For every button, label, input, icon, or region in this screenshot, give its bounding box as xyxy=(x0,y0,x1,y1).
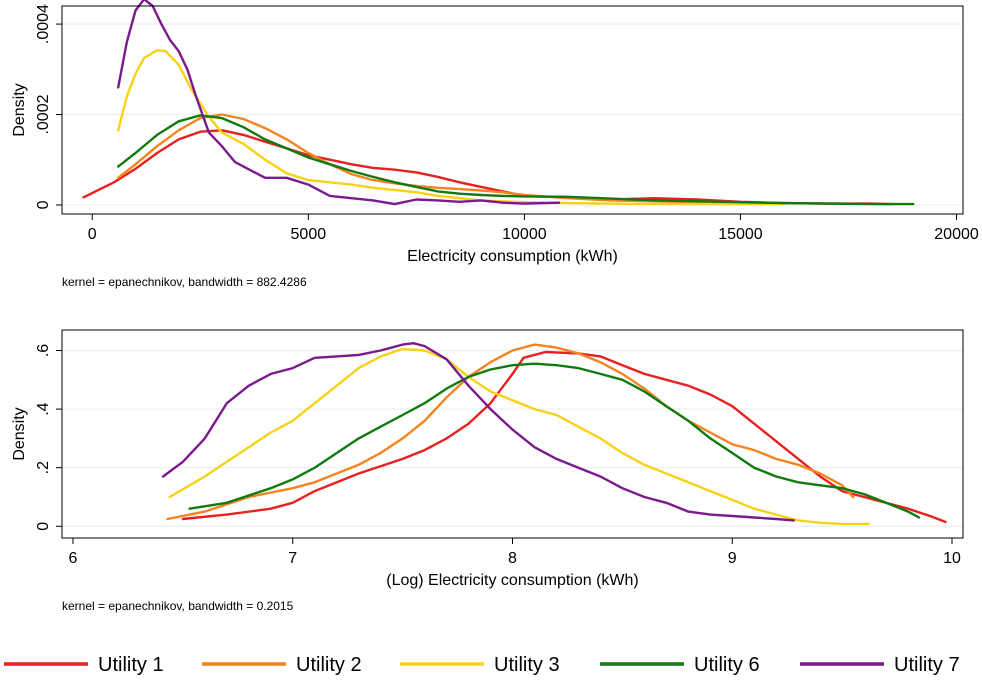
density-line-utility-6 xyxy=(188,362,921,519)
density-line-utility-3 xyxy=(168,347,870,526)
y-axis-title: Density xyxy=(11,407,28,460)
y-tick-label: .0004 xyxy=(35,4,52,44)
density-line-utility-6 xyxy=(117,114,915,206)
density-line-utility-3 xyxy=(117,49,785,206)
legend-label-utility-3: Utility 3 xyxy=(494,654,560,676)
panel-level-density: 0 5000 10000 15000 20000 0 .0002 .0004 Electrici… xyxy=(11,0,979,289)
legend-label-utility-1: Utility 1 xyxy=(98,654,164,676)
x-axis-title: Electricity consumption (kWh) xyxy=(407,248,618,265)
y-tick-label: .6 xyxy=(35,344,52,357)
density-line-utility-1 xyxy=(181,350,947,524)
legend-label-utility-6: Utility 6 xyxy=(694,654,760,676)
legend-label-utility-7: Utility 7 xyxy=(894,654,960,676)
panel-log-density: 6 7 8 9 10 0 .2 .4 .6 (Log) Electricity consumpti… xyxy=(11,329,964,613)
x-tick-label: 8 xyxy=(508,550,517,567)
y-tick-label: .2 xyxy=(35,461,52,474)
kernel-note: kernel = epanechnikov, bandwidth = 882.4… xyxy=(62,275,307,289)
density-line-utility-2 xyxy=(166,343,855,521)
density-line-utility-2 xyxy=(117,113,850,205)
density-line-utility-7 xyxy=(117,0,561,206)
legend: Utility 1 Utility 2 Utility 3 Utility 6 Util… xyxy=(4,654,960,676)
x-tick-label: 5000 xyxy=(291,226,327,243)
legend-label-utility-2: Utility 2 xyxy=(296,654,362,676)
density-line-utility-7 xyxy=(161,342,795,522)
x-tick-label: 10 xyxy=(943,550,961,567)
x-tick-label: 20000 xyxy=(934,226,979,243)
x-axis-title: (Log) Electricity consumption (kWh) xyxy=(386,572,639,589)
y-tick-label: .4 xyxy=(35,402,52,415)
x-tick-label: 15000 xyxy=(718,226,763,243)
x-tick-label: 10000 xyxy=(502,226,547,243)
x-tick-label: 9 xyxy=(728,550,737,567)
y-tick-label: 0 xyxy=(35,522,52,531)
y-tick-label: .0002 xyxy=(35,94,52,134)
x-tick-label: 0 xyxy=(88,226,97,243)
y-axis-title: Density xyxy=(11,83,28,136)
plot-frame xyxy=(61,5,964,215)
kernel-note: kernel = epanechnikov, bandwidth = 0.201… xyxy=(62,599,294,613)
y-tick-label: 0 xyxy=(35,200,52,209)
density-line-utility-1 xyxy=(82,129,893,206)
x-tick-label: 6 xyxy=(69,550,78,567)
x-tick-label: 7 xyxy=(288,550,297,567)
